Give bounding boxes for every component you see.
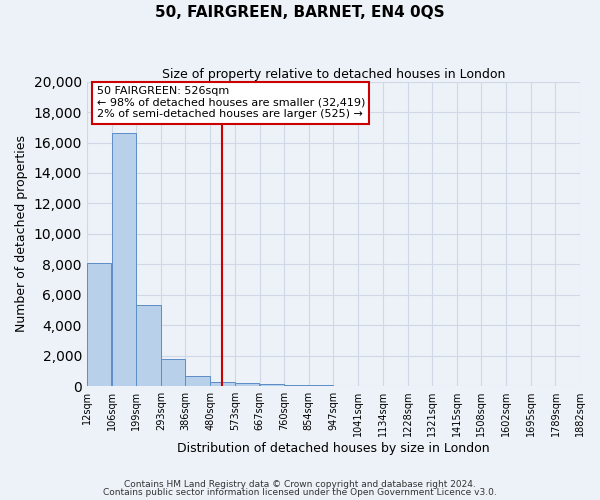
Text: 50 FAIRGREEN: 526sqm
← 98% of detached houses are smaller (32,419)
2% of semi-de: 50 FAIRGREEN: 526sqm ← 98% of detached h… <box>97 86 365 120</box>
Bar <box>112 134 136 386</box>
Bar <box>260 384 284 386</box>
Bar <box>161 360 185 386</box>
Bar <box>309 385 334 386</box>
Bar <box>284 384 308 386</box>
Bar <box>235 383 259 386</box>
Bar <box>87 263 112 386</box>
Text: Contains public sector information licensed under the Open Government Licence v3: Contains public sector information licen… <box>103 488 497 497</box>
Bar <box>210 382 235 386</box>
Text: 50, FAIRGREEN, BARNET, EN4 0QS: 50, FAIRGREEN, BARNET, EN4 0QS <box>155 5 445 20</box>
Bar <box>136 306 161 386</box>
X-axis label: Distribution of detached houses by size in London: Distribution of detached houses by size … <box>177 442 490 455</box>
Y-axis label: Number of detached properties: Number of detached properties <box>15 136 28 332</box>
Text: Contains HM Land Registry data © Crown copyright and database right 2024.: Contains HM Land Registry data © Crown c… <box>124 480 476 489</box>
Bar <box>185 376 210 386</box>
Title: Size of property relative to detached houses in London: Size of property relative to detached ho… <box>162 68 505 80</box>
